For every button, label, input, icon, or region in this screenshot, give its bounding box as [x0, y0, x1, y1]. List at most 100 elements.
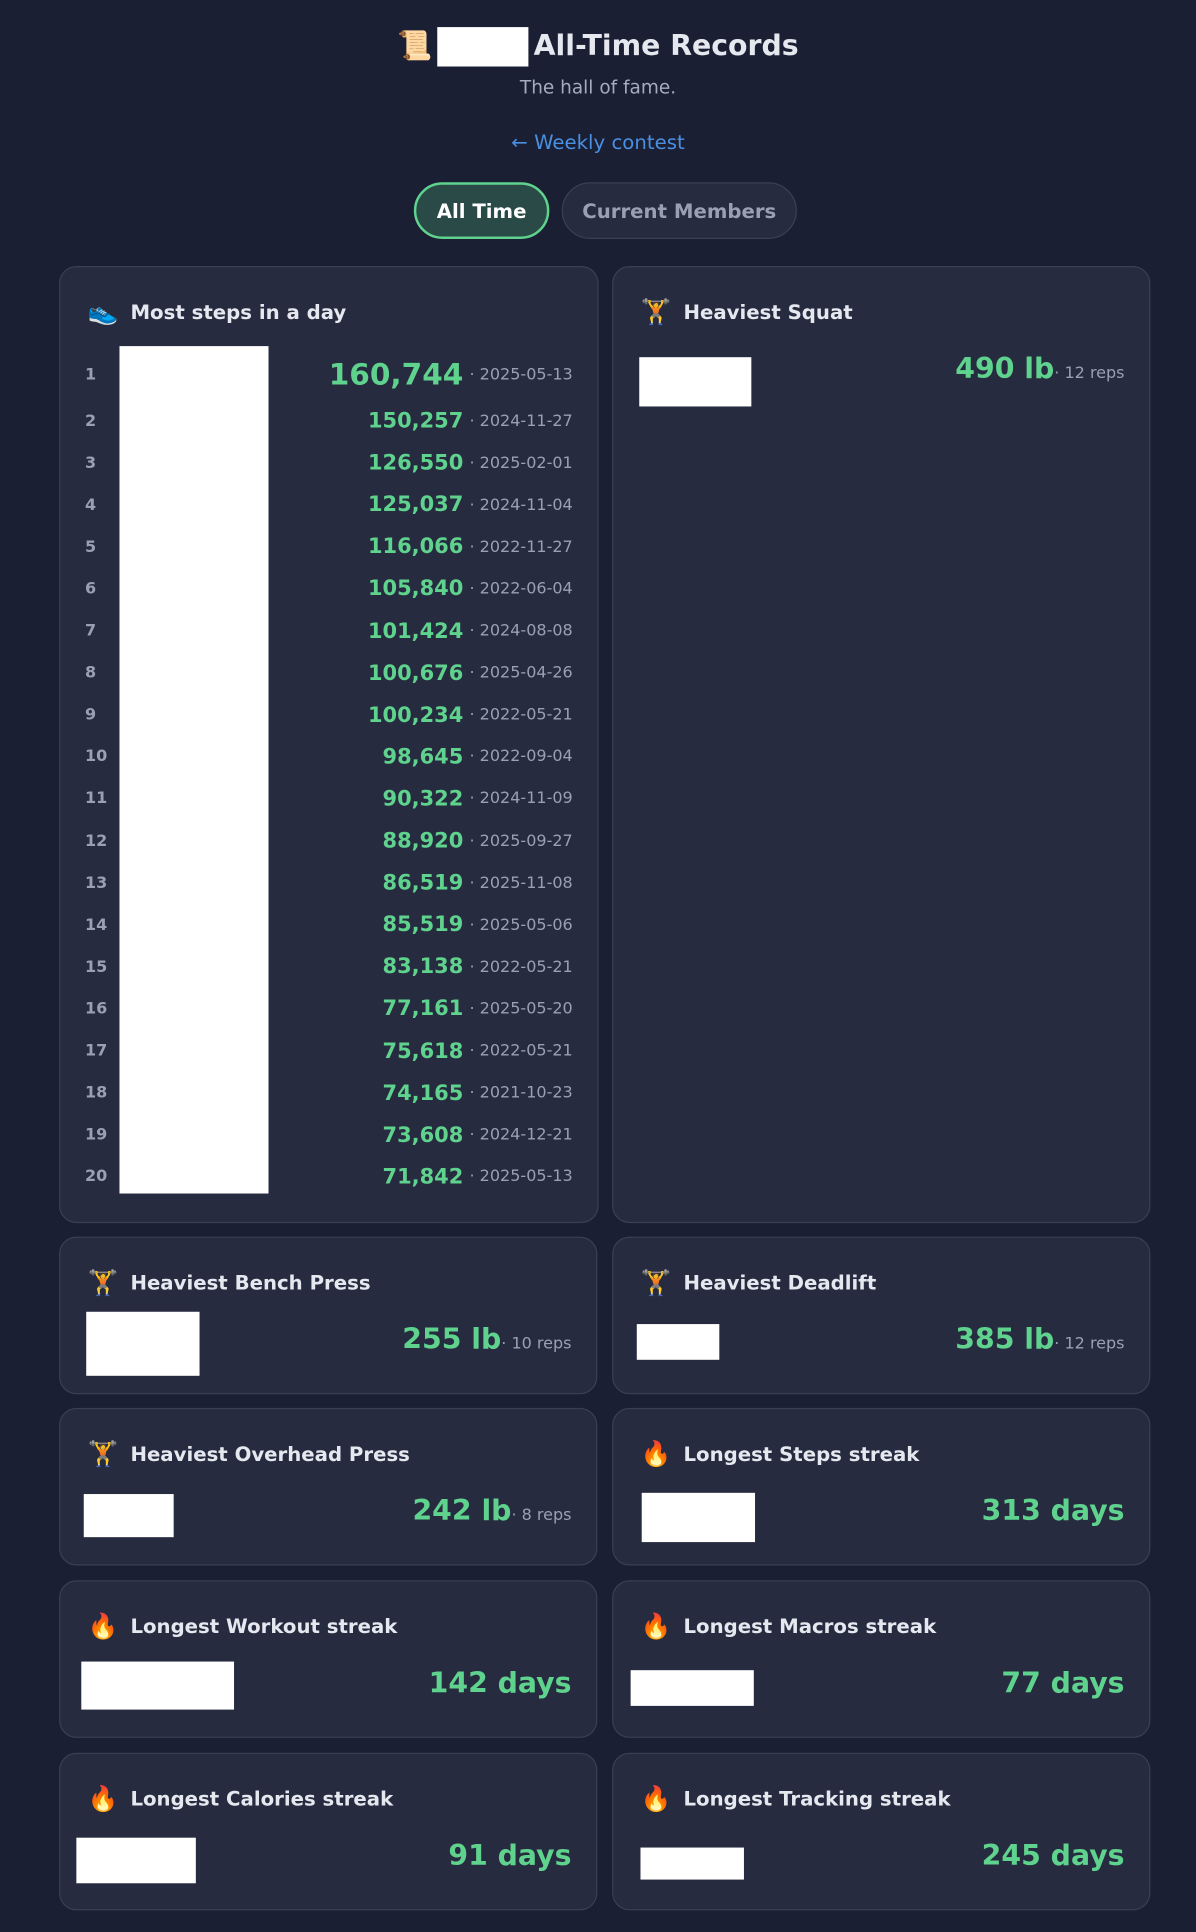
record-card: 🔥 Longest Workout streak 142 days	[59, 1580, 598, 1738]
card-title: Heaviest Squat	[683, 299, 853, 324]
record-value: 73,608	[382, 1122, 464, 1148]
card-title: Longest Calories streak	[130, 1786, 394, 1810]
value-text: 142 days	[428, 1667, 572, 1700]
record-date: · 2022-05-21	[469, 1042, 573, 1061]
rank: 19	[84, 1126, 108, 1145]
card-icon: 🏋️	[640, 1267, 672, 1297]
rank: 11	[84, 790, 108, 809]
record-value: 71,842	[382, 1164, 464, 1190]
record-date: · 2025-05-13	[469, 1168, 573, 1187]
title-icon: 📜	[397, 30, 433, 63]
value-text: 313 days	[981, 1495, 1125, 1528]
record-date: · 2024-08-08	[469, 622, 573, 641]
record-card: 🔥 Longest Tracking streak 245 days	[612, 1752, 1151, 1911]
record-detail: · 12 reps	[1054, 1335, 1125, 1354]
value-text: 255 lb	[402, 1324, 502, 1357]
record-value: 385 lb· 12 reps	[955, 1324, 1124, 1356]
redaction	[437, 27, 529, 67]
redaction	[636, 1324, 720, 1360]
subtitle: The hall of fame.	[519, 76, 677, 99]
card-title: Longest Tracking streak	[683, 1786, 951, 1810]
record-row: 1 160,744 · 2025-05-13	[85, 356, 573, 393]
card-icon: 🔥	[640, 1783, 672, 1814]
record-date: · 2025-05-06	[469, 915, 573, 935]
record-row: 3 126,550 · 2025-02-01	[85, 445, 573, 482]
record-row: 20 71,842 · 2025-05-13	[85, 1159, 573, 1196]
record-value: 83,138	[382, 954, 464, 980]
record-value: 100,234	[367, 702, 464, 728]
record-row: 15 83,138 · 2022-05-21	[85, 949, 573, 986]
record-value: 74,165	[382, 1080, 464, 1106]
record-date: · 2024-11-27	[469, 412, 573, 431]
rank: 14	[84, 915, 108, 935]
record-value: 85,519	[382, 912, 464, 938]
value-text: 385 lb	[955, 1324, 1055, 1357]
tab[interactable]: Current Members	[561, 182, 797, 239]
card-title: Heaviest Bench Press	[130, 1270, 371, 1294]
record-card: 🔥 Longest Calories streak 91 days	[59, 1752, 598, 1911]
redaction	[630, 1670, 754, 1706]
record-row: 19 73,608 · 2024-12-21	[85, 1117, 573, 1154]
rank: 9	[84, 705, 97, 725]
record-value: 91 days	[448, 1840, 571, 1872]
card-icon: 🔥	[87, 1783, 119, 1814]
record-value: 255 lb· 10 reps	[402, 1324, 571, 1356]
card-title: Longest Steps streak	[683, 1441, 920, 1466]
record-date: · 2022-05-21	[469, 958, 573, 977]
record-row: 10 98,645 · 2022-09-04	[85, 739, 573, 776]
title-text: All-Time Records	[533, 30, 799, 63]
record-value: 490 lb· 12 reps	[955, 353, 1124, 385]
record-date: · 2022-11-27	[469, 538, 573, 557]
record-row: 11 90,322 · 2024-11-09	[85, 781, 573, 818]
card-heading: 🔥 Longest Workout streak	[87, 1611, 397, 1641]
redaction	[119, 346, 269, 1194]
redaction	[76, 1837, 196, 1884]
card-icon: 🔥	[640, 1611, 672, 1641]
record-row: 5 116,066 · 2022-11-27	[85, 529, 573, 566]
card-heading: 🏋️ Heaviest Bench Press	[87, 1267, 370, 1297]
record-value: 242 lb· 8 reps	[412, 1495, 571, 1527]
record-row: 8 100,676 · 2025-04-26	[85, 655, 573, 692]
record-date: · 2024-11-04	[469, 495, 573, 515]
record-date: · 2022-06-04	[469, 579, 573, 599]
rank: 12	[84, 832, 108, 851]
value-text: 490 lb	[955, 353, 1055, 386]
back-link[interactable]: ← Weekly contest	[511, 130, 685, 154]
record-card: 🏋️ Heaviest Deadlift 385 lb· 12 reps	[612, 1236, 1151, 1395]
record-row: 14 85,519 · 2025-05-06	[85, 907, 573, 944]
card-title: Heaviest Deadlift	[683, 1270, 877, 1294]
record-value: 75,618	[382, 1038, 464, 1064]
card-icon: 🏋️	[87, 1267, 119, 1297]
record-value: 150,257	[367, 408, 464, 434]
record-date: · 2025-09-27	[469, 832, 573, 851]
record-value: 90,322	[382, 786, 464, 812]
rank: 17	[84, 1042, 108, 1061]
record-date: · 2021-10-23	[469, 1084, 573, 1103]
record-row: 18 74,165 · 2021-10-23	[85, 1075, 573, 1112]
redaction	[641, 1492, 756, 1543]
value-text: 91 days	[448, 1840, 572, 1873]
record-value: 313 days	[982, 1495, 1125, 1527]
card-heading: 🏋️ Heaviest Overhead Press	[87, 1439, 409, 1469]
tab[interactable]: All Time	[413, 182, 550, 239]
record-date: · 2025-05-13	[469, 365, 573, 384]
record-date: · 2025-11-08	[469, 874, 573, 893]
rank: 3	[84, 453, 97, 473]
redaction	[83, 1494, 174, 1538]
record-value: 101,424	[367, 618, 464, 644]
record-date: · 2022-05-21	[469, 705, 573, 725]
redaction	[86, 1311, 200, 1376]
record-row: 16 77,161 · 2025-05-20	[85, 991, 573, 1028]
value-text: 242 lb	[412, 1495, 512, 1528]
record-card: 🔥 Longest Steps streak 313 days	[612, 1407, 1151, 1566]
record-value: 116,066	[367, 534, 464, 560]
card-heading: 🏋️ Heaviest Squat	[640, 297, 852, 327]
record-date: · 2022-09-04	[469, 748, 573, 767]
rank: 16	[84, 1000, 108, 1019]
rank: 18	[84, 1084, 108, 1103]
rank: 2	[84, 412, 97, 431]
record-card: 🏋️ Heaviest Bench Press 255 lb· 10 reps	[59, 1236, 598, 1395]
rank: 8	[84, 664, 97, 683]
